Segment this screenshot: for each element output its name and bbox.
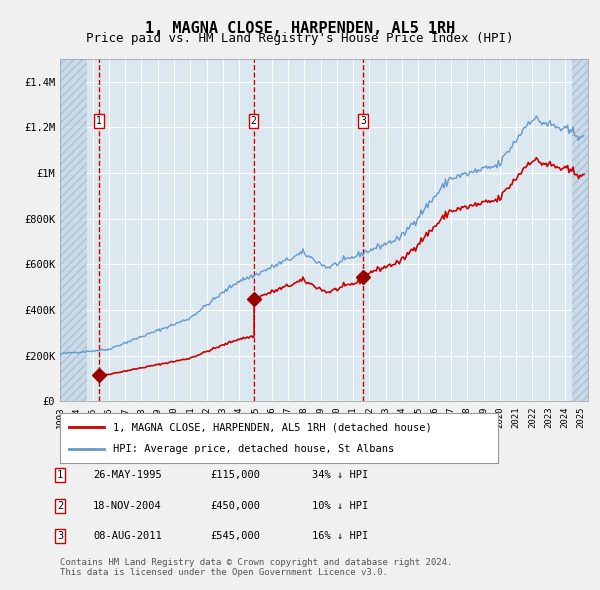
Text: HPI: Average price, detached house, St Albans: HPI: Average price, detached house, St A… bbox=[113, 444, 394, 454]
Text: Contains HM Land Registry data © Crown copyright and database right 2024.
This d: Contains HM Land Registry data © Crown c… bbox=[60, 558, 452, 577]
Bar bbox=[572, 59, 588, 401]
Text: 2: 2 bbox=[251, 116, 256, 126]
Text: 34% ↓ HPI: 34% ↓ HPI bbox=[312, 470, 368, 480]
Text: 10% ↓ HPI: 10% ↓ HPI bbox=[312, 501, 368, 510]
Text: 3: 3 bbox=[57, 532, 63, 541]
Text: 3: 3 bbox=[360, 116, 366, 126]
Text: 1, MAGNA CLOSE, HARPENDEN, AL5 1RH: 1, MAGNA CLOSE, HARPENDEN, AL5 1RH bbox=[145, 21, 455, 35]
Text: £545,000: £545,000 bbox=[210, 532, 260, 541]
Text: 26-MAY-1995: 26-MAY-1995 bbox=[93, 470, 162, 480]
Text: 2: 2 bbox=[57, 501, 63, 510]
Text: 1, MAGNA CLOSE, HARPENDEN, AL5 1RH (detached house): 1, MAGNA CLOSE, HARPENDEN, AL5 1RH (deta… bbox=[113, 422, 431, 432]
Text: 1: 1 bbox=[96, 116, 102, 126]
Text: £450,000: £450,000 bbox=[210, 501, 260, 510]
Text: 08-AUG-2011: 08-AUG-2011 bbox=[93, 532, 162, 541]
Bar bbox=[60, 59, 87, 401]
Text: £115,000: £115,000 bbox=[210, 470, 260, 480]
Text: 18-NOV-2004: 18-NOV-2004 bbox=[93, 501, 162, 510]
Text: Price paid vs. HM Land Registry's House Price Index (HPI): Price paid vs. HM Land Registry's House … bbox=[86, 32, 514, 45]
Text: 1: 1 bbox=[57, 470, 63, 480]
Text: 16% ↓ HPI: 16% ↓ HPI bbox=[312, 532, 368, 541]
